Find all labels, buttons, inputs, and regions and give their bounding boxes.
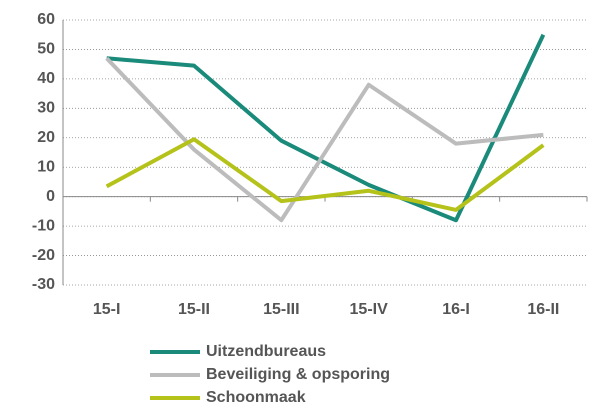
y-tick-label: 0 — [46, 188, 55, 205]
x-tick-label: 16-II — [527, 301, 559, 318]
legend-label: Beveiliging & opsporing — [206, 366, 390, 383]
y-tick-label: 40 — [37, 70, 55, 87]
series-line — [105, 137, 545, 212]
x-tick-label: 15-I — [93, 301, 121, 318]
y-tick-label: -10 — [32, 217, 55, 234]
y-tick-label: -30 — [32, 276, 55, 293]
series-line — [106, 33, 546, 223]
legend-label: Uitzendbureaus — [206, 343, 326, 360]
y-tick-label: 50 — [37, 41, 55, 58]
x-tick-label: 15-IV — [350, 301, 389, 318]
y-tick-label: 10 — [37, 158, 55, 175]
series-line — [105, 56, 544, 223]
legend-label: Schoonmaak — [206, 389, 306, 406]
y-tick-label: 30 — [37, 100, 55, 117]
y-tick-label: -20 — [32, 247, 55, 264]
x-tick-label: 15-II — [178, 301, 210, 318]
y-tick-label: 20 — [37, 129, 55, 146]
x-tick-label: 16-I — [442, 301, 470, 318]
y-tick-label: 60 — [37, 11, 55, 28]
x-tick-label: 15-III — [263, 301, 299, 318]
